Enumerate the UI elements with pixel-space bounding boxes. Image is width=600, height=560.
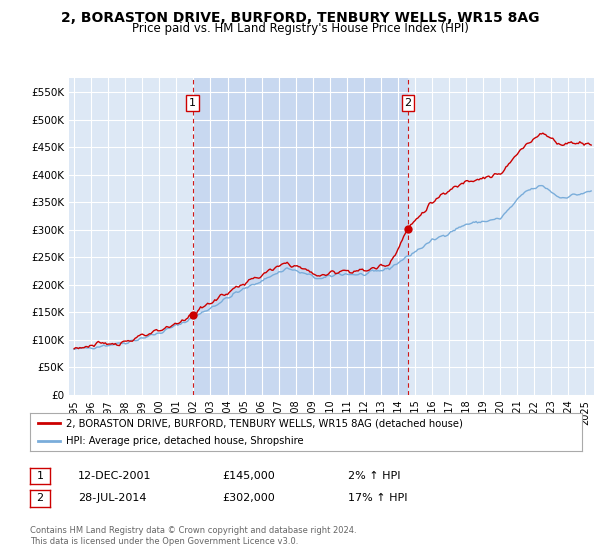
Text: 2: 2: [404, 98, 412, 108]
Text: 2, BORASTON DRIVE, BURFORD, TENBURY WELLS, WR15 8AG: 2, BORASTON DRIVE, BURFORD, TENBURY WELL…: [61, 11, 539, 25]
Text: Price paid vs. HM Land Registry's House Price Index (HPI): Price paid vs. HM Land Registry's House …: [131, 22, 469, 35]
Text: 12-DEC-2001: 12-DEC-2001: [78, 471, 151, 481]
Text: 17% ↑ HPI: 17% ↑ HPI: [348, 493, 407, 503]
Text: £302,000: £302,000: [222, 493, 275, 503]
Text: 1: 1: [37, 471, 43, 481]
Text: Contains HM Land Registry data © Crown copyright and database right 2024.
This d: Contains HM Land Registry data © Crown c…: [30, 526, 356, 546]
Text: HPI: Average price, detached house, Shropshire: HPI: Average price, detached house, Shro…: [66, 436, 304, 446]
Text: £145,000: £145,000: [222, 471, 275, 481]
Bar: [193, 78, 408, 395]
Text: 2: 2: [37, 493, 43, 503]
Text: 1: 1: [189, 98, 196, 108]
Text: 2, BORASTON DRIVE, BURFORD, TENBURY WELLS, WR15 8AG (detached house): 2, BORASTON DRIVE, BURFORD, TENBURY WELL…: [66, 418, 463, 428]
Text: 28-JUL-2014: 28-JUL-2014: [78, 493, 146, 503]
Text: 2% ↑ HPI: 2% ↑ HPI: [348, 471, 401, 481]
